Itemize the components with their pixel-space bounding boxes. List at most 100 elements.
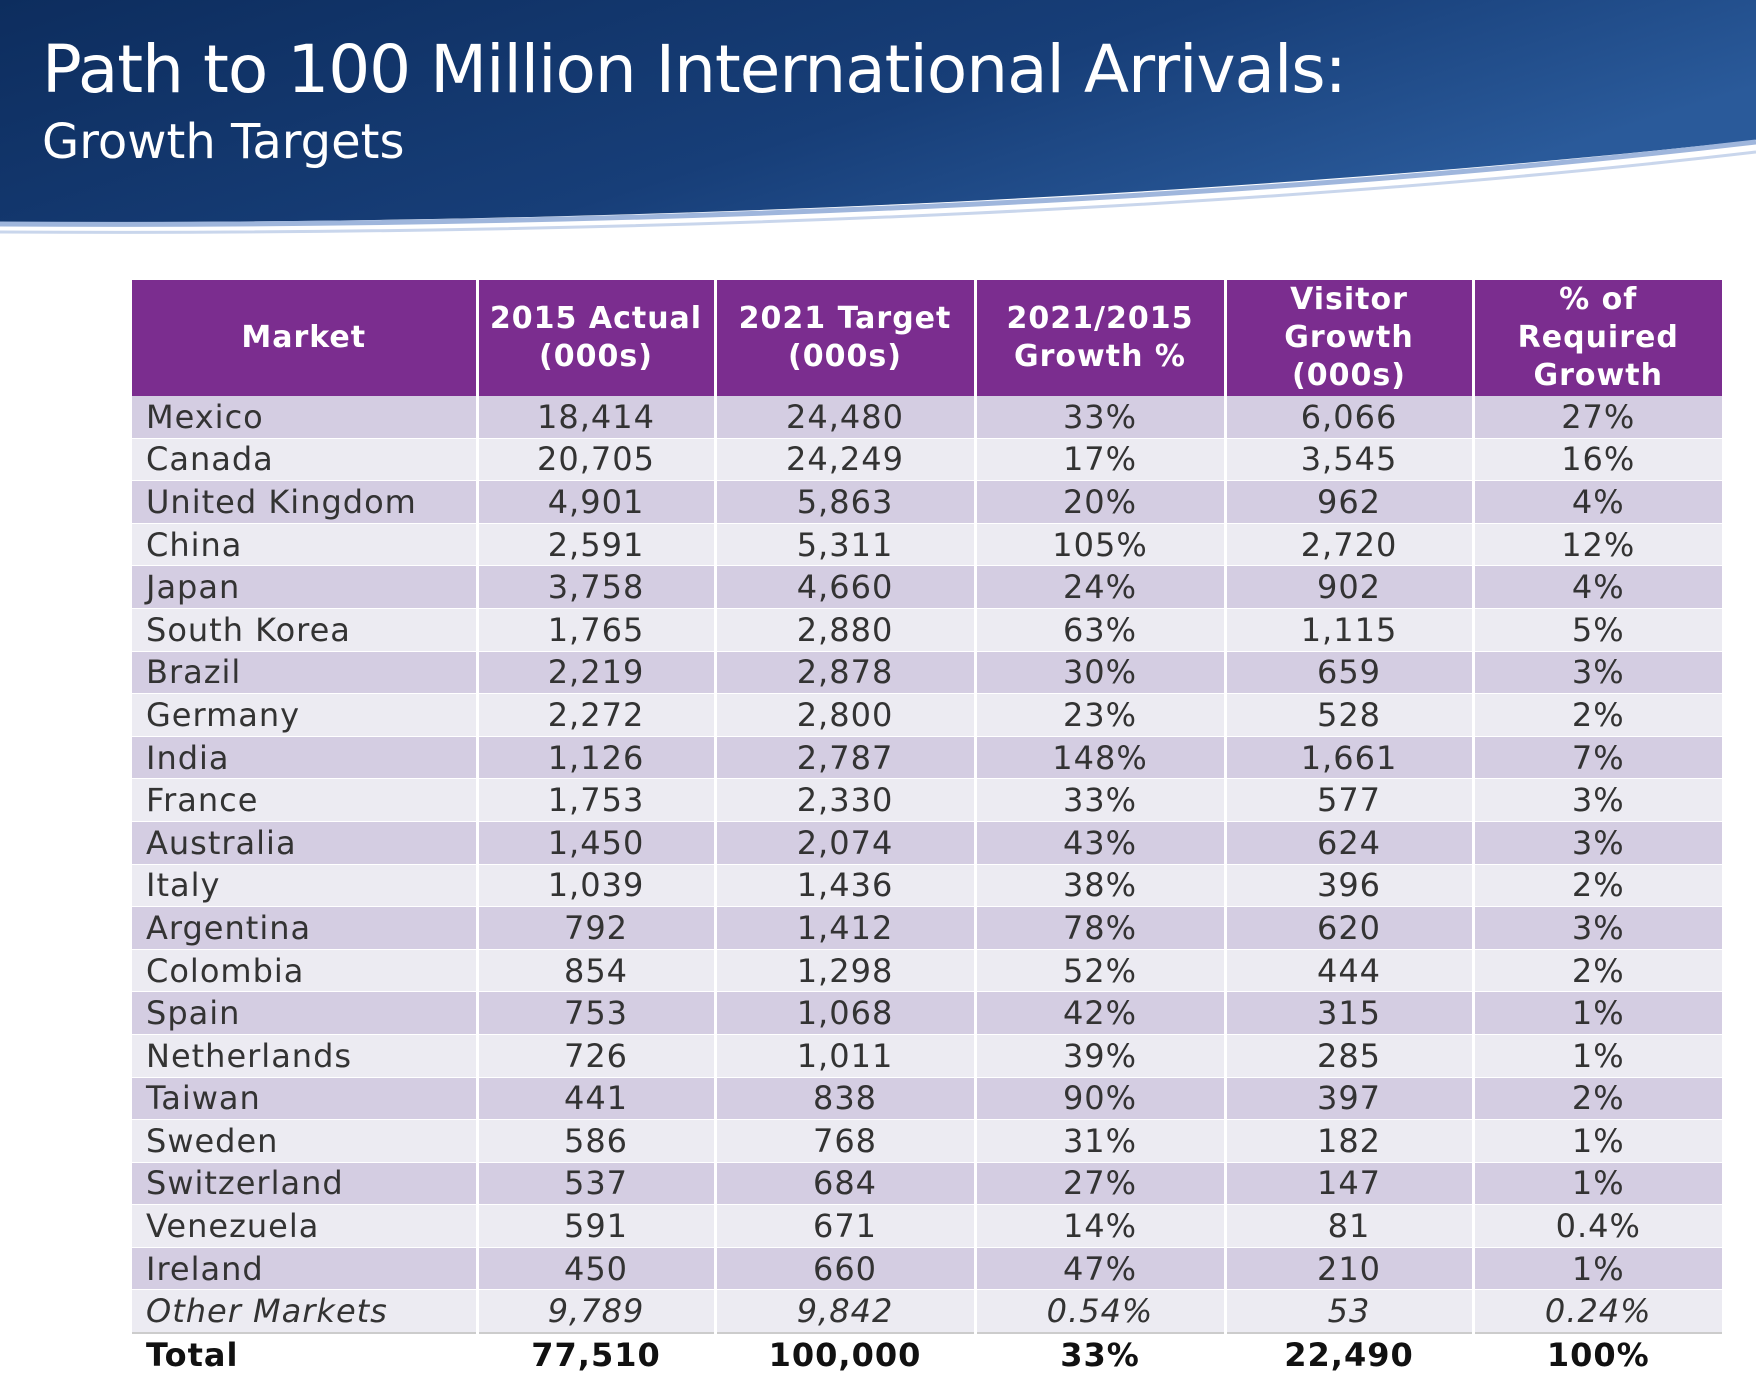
cell-required-growth: 3% [1473, 778, 1722, 822]
cell-2015-actual: 1,765 [477, 608, 717, 652]
cell-2015-actual: 4,901 [477, 480, 717, 524]
cell-market: Spain [132, 991, 479, 1035]
growth-table-container: Market 2015 Actual (000s) 2021 Target (0… [132, 280, 1722, 1377]
cell-growth-percent: 31% [975, 1119, 1227, 1163]
cell-visitor-growth: 1,115 [1225, 608, 1475, 652]
cell-required-growth: 1% [1473, 1034, 1722, 1078]
cell-required-growth: 2% [1473, 864, 1722, 908]
cell-visitor-growth: 182 [1225, 1119, 1475, 1163]
table-row: Germany 2,272 2,800 23% 528 2% [132, 693, 1722, 737]
cell-2021-target: 4,660 [715, 565, 977, 609]
cell-growth-percent: 148% [975, 736, 1227, 780]
header-visitor-growth: Visitor Growth (000s) [1225, 280, 1475, 396]
cell-2021-target: 9,842 [715, 1289, 977, 1334]
cell-market: China [132, 523, 479, 567]
cell-visitor-growth: 22,490 [1225, 1332, 1475, 1377]
cell-2015-actual: 792 [477, 906, 717, 950]
cell-visitor-growth: 902 [1225, 565, 1475, 609]
cell-required-growth: 2% [1473, 949, 1722, 993]
cell-growth-percent: 23% [975, 693, 1227, 737]
cell-2015-actual: 726 [477, 1034, 717, 1078]
cell-growth-percent: 30% [975, 651, 1227, 695]
cell-market: Italy [132, 864, 479, 908]
slide-subtitle: Growth Targets [42, 114, 405, 170]
table-row: United Kingdom 4,901 5,863 20% 962 4% [132, 480, 1722, 524]
table-row: Sweden 586 768 31% 182 1% [132, 1119, 1722, 1163]
cell-2015-actual: 1,753 [477, 778, 717, 822]
cell-market: Colombia [132, 949, 479, 993]
cell-2015-actual: 591 [477, 1204, 717, 1248]
table-row: Netherlands 726 1,011 39% 285 1% [132, 1034, 1722, 1078]
cell-2021-target: 2,787 [715, 736, 977, 780]
table-row: Spain 753 1,068 42% 315 1% [132, 991, 1722, 1035]
cell-market: Other Markets [132, 1289, 479, 1334]
cell-market: Canada [132, 438, 479, 482]
title-banner: Path to 100 Million International Arriva… [0, 0, 1756, 260]
cell-market: Japan [132, 565, 479, 609]
cell-2015-actual: 586 [477, 1119, 717, 1163]
other-row: Other Markets 9,789 9,842 0.54% 53 0.24% [132, 1289, 1722, 1334]
cell-growth-percent: 39% [975, 1034, 1227, 1078]
cell-visitor-growth: 3,545 [1225, 438, 1475, 482]
cell-growth-percent: 33% [975, 778, 1227, 822]
cell-market: Total [132, 1332, 479, 1377]
cell-growth-percent: 43% [975, 821, 1227, 865]
table-row: India 1,126 2,787 148% 1,661 7% [132, 736, 1722, 780]
cell-growth-percent: 17% [975, 438, 1227, 482]
cell-required-growth: 3% [1473, 651, 1722, 695]
cell-market: Brazil [132, 651, 479, 695]
cell-growth-percent: 90% [975, 1077, 1227, 1121]
cell-2015-actual: 450 [477, 1247, 717, 1291]
cell-growth-percent: 78% [975, 906, 1227, 950]
cell-required-growth: 7% [1473, 736, 1722, 780]
cell-visitor-growth: 6,066 [1225, 396, 1475, 439]
cell-market: Argentina [132, 906, 479, 950]
cell-2015-actual: 854 [477, 949, 717, 993]
table-row: Switzerland 537 684 27% 147 1% [132, 1162, 1722, 1206]
cell-2021-target: 2,880 [715, 608, 977, 652]
cell-2015-actual: 2,591 [477, 523, 717, 567]
cell-required-growth: 100% [1473, 1332, 1722, 1377]
total-row: Total 77,510 100,000 33% 22,490 100% [132, 1332, 1722, 1377]
cell-growth-percent: 24% [975, 565, 1227, 609]
cell-required-growth: 1% [1473, 1119, 1722, 1163]
header-2021-target: 2021 Target (000s) [715, 280, 977, 396]
cell-required-growth: 5% [1473, 608, 1722, 652]
cell-2015-actual: 1,039 [477, 864, 717, 908]
cell-market: Sweden [132, 1119, 479, 1163]
cell-visitor-growth: 1,661 [1225, 736, 1475, 780]
cell-2015-actual: 20,705 [477, 438, 717, 482]
cell-required-growth: 27% [1473, 396, 1722, 439]
cell-visitor-growth: 81 [1225, 1204, 1475, 1248]
cell-2021-target: 838 [715, 1077, 977, 1121]
cell-growth-percent: 33% [975, 396, 1227, 439]
cell-visitor-growth: 624 [1225, 821, 1475, 865]
cell-growth-percent: 105% [975, 523, 1227, 567]
banner-background [0, 0, 1756, 234]
table-row: Ireland 450 660 47% 210 1% [132, 1247, 1722, 1291]
cell-visitor-growth: 528 [1225, 693, 1475, 737]
cell-2015-actual: 1,450 [477, 821, 717, 865]
cell-growth-percent: 47% [975, 1247, 1227, 1291]
table-row: Canada 20,705 24,249 17% 3,545 16% [132, 438, 1722, 482]
header-growth-percent: 2021/2015 Growth % [975, 280, 1227, 396]
cell-visitor-growth: 53 [1225, 1289, 1475, 1334]
header-required-growth: % of Required Growth [1473, 280, 1722, 396]
cell-2015-actual: 441 [477, 1077, 717, 1121]
cell-2015-actual: 537 [477, 1162, 717, 1206]
cell-2021-target: 684 [715, 1162, 977, 1206]
table-row: Italy 1,039 1,436 38% 396 2% [132, 864, 1722, 908]
cell-2021-target: 1,298 [715, 949, 977, 993]
cell-visitor-growth: 397 [1225, 1077, 1475, 1121]
table-row: China 2,591 5,311 105% 2,720 12% [132, 523, 1722, 567]
cell-visitor-growth: 147 [1225, 1162, 1475, 1206]
cell-2021-target: 5,863 [715, 480, 977, 524]
cell-growth-percent: 33% [975, 1332, 1227, 1377]
cell-2021-target: 671 [715, 1204, 977, 1248]
cell-2015-actual: 9,789 [477, 1289, 717, 1334]
table-row: Taiwan 441 838 90% 397 2% [132, 1077, 1722, 1121]
cell-market: Ireland [132, 1247, 479, 1291]
cell-2021-target: 768 [715, 1119, 977, 1163]
table-row: Japan 3,758 4,660 24% 902 4% [132, 565, 1722, 609]
cell-market: India [132, 736, 479, 780]
